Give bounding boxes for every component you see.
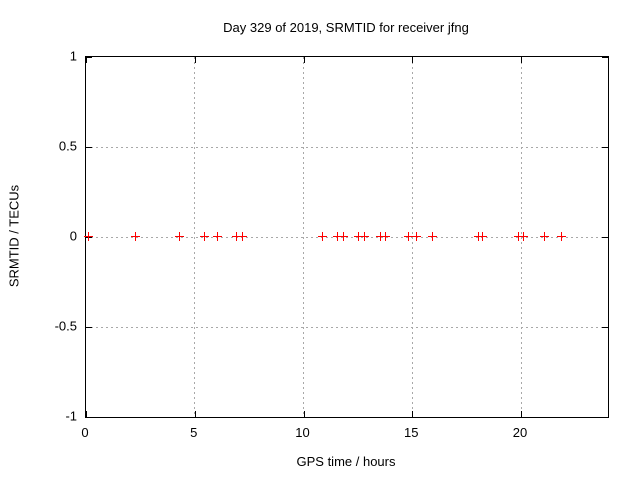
x-tick-mark bbox=[521, 57, 522, 63]
y-tick-mark bbox=[602, 147, 608, 148]
y-tick-label: 0.5 bbox=[58, 138, 77, 154]
data-point-plus-marker bbox=[411, 232, 421, 241]
y-gridline bbox=[86, 326, 608, 328]
plot-area bbox=[84, 56, 609, 418]
data-point-plus-marker bbox=[338, 232, 348, 241]
x-tick-label: 5 bbox=[190, 425, 198, 440]
data-point-plus-marker bbox=[360, 232, 370, 241]
x-tick-mark bbox=[303, 411, 305, 417]
x-tick-mark bbox=[412, 57, 414, 63]
data-point-plus-marker bbox=[199, 232, 209, 241]
data-point-plus-marker bbox=[232, 232, 242, 241]
y-tick-mark bbox=[602, 57, 608, 58]
x-axis-title: GPS time / hours bbox=[296, 454, 396, 469]
y-tick-mark bbox=[86, 147, 92, 148]
data-point-plus-marker bbox=[375, 232, 385, 241]
data-point-plus-marker bbox=[557, 232, 567, 241]
y-tick-mark bbox=[602, 417, 608, 418]
data-point-plus-marker bbox=[333, 232, 343, 241]
data-point-plus-marker bbox=[212, 232, 222, 241]
y-tick-mark bbox=[602, 327, 608, 328]
x-tick-mark bbox=[521, 411, 522, 417]
x-tick-label: 15 bbox=[404, 425, 419, 440]
data-point-plus-marker bbox=[427, 232, 437, 241]
data-point-plus-marker bbox=[539, 232, 549, 241]
y-tick-label: 0 bbox=[69, 228, 77, 244]
data-point-plus-marker bbox=[477, 232, 487, 241]
x-tick-mark bbox=[86, 57, 87, 63]
y-tick-mark bbox=[86, 57, 92, 58]
data-point-plus-marker bbox=[519, 232, 529, 241]
x-tick-mark bbox=[194, 411, 196, 417]
y-tick-mark bbox=[86, 327, 92, 328]
data-point-plus-marker bbox=[403, 232, 413, 241]
y-gridline bbox=[86, 236, 608, 238]
y-tick-mark bbox=[602, 237, 608, 238]
data-point-plus-marker bbox=[318, 232, 328, 241]
x-tick-label: 0 bbox=[81, 425, 89, 440]
data-point-plus-marker bbox=[84, 232, 94, 241]
x-tick-label: 20 bbox=[512, 425, 528, 440]
x-tick-mark bbox=[86, 411, 87, 417]
x-tick-mark bbox=[303, 57, 305, 63]
y-tick-label: -0.5 bbox=[54, 318, 77, 334]
chart-title: Day 329 of 2019, SRMTID for receiver jfn… bbox=[223, 20, 469, 35]
data-point-plus-marker bbox=[131, 232, 141, 241]
data-point-plus-marker bbox=[237, 232, 247, 241]
x-tick-mark bbox=[412, 411, 414, 417]
data-point-plus-marker bbox=[174, 232, 184, 241]
y-tick-label: -1 bbox=[65, 408, 77, 424]
data-point-plus-marker bbox=[513, 232, 523, 241]
data-point-plus-marker bbox=[381, 232, 391, 241]
y-gridline bbox=[86, 146, 608, 148]
y-tick-mark bbox=[86, 417, 92, 418]
x-tick-label: 10 bbox=[295, 425, 310, 440]
x-tick-mark bbox=[194, 57, 196, 63]
y-tick-label: 1 bbox=[69, 48, 77, 64]
data-point-plus-marker bbox=[353, 232, 363, 241]
